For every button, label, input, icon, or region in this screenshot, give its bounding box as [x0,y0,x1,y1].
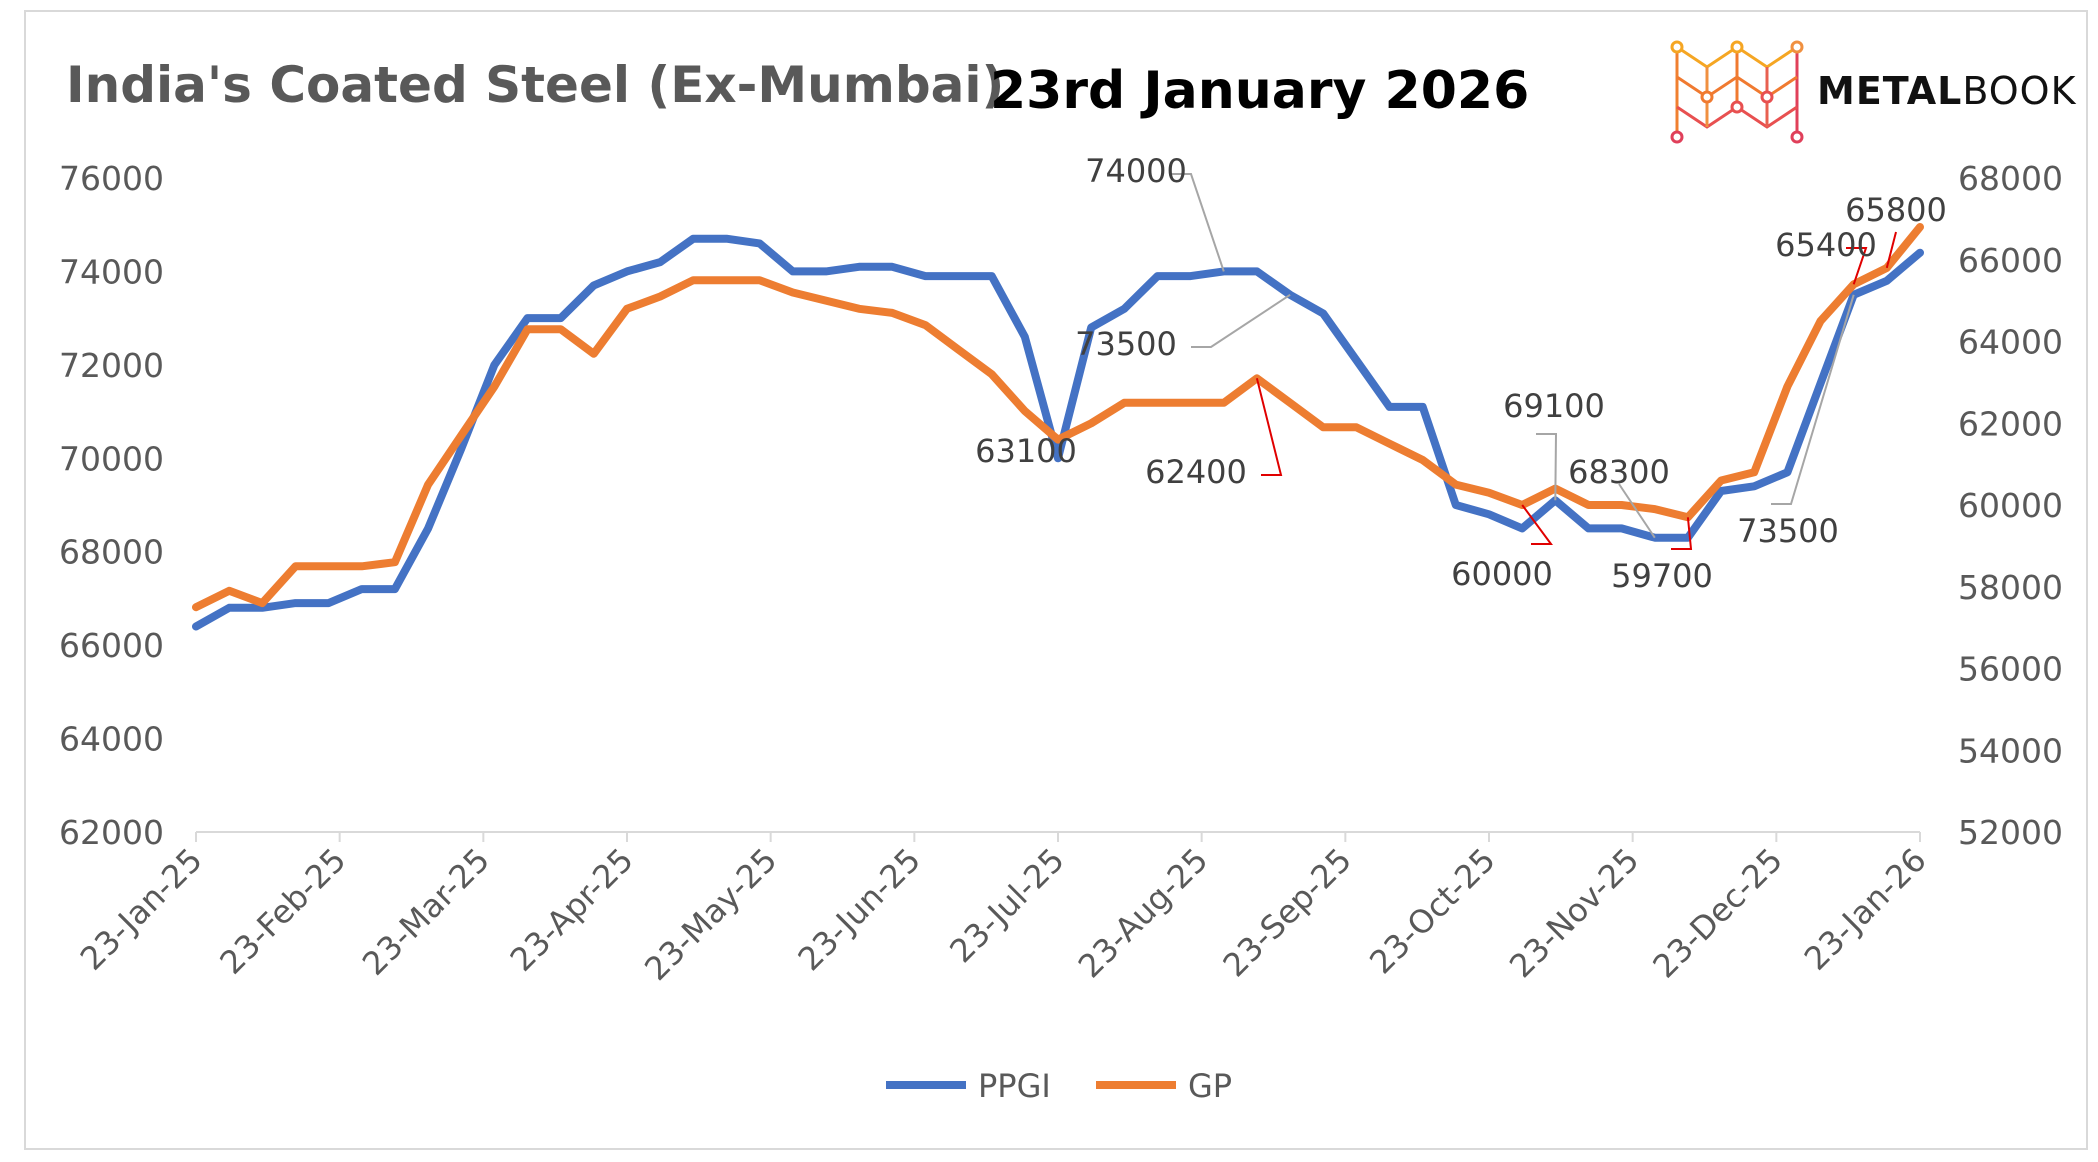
y-right-tick-label: 64000 [1958,323,2063,362]
y-axis-left: 62000 64000 66000 68000 70000 72000 74000 76000 [59,159,164,852]
data-label-ppgi: 74000 [1085,152,1187,190]
y-right-tick-label: 62000 [1958,404,2063,443]
callout-leader-ppgi [1618,483,1656,539]
chart-frame: India's Coated Steel (Ex-Mumbai) 23rd Ja… [24,10,2088,1150]
y-right-tick-label: 56000 [1958,650,2063,689]
series-lines [192,223,1924,631]
line-chart: India's Coated Steel (Ex-Mumbai) 23rd Ja… [59,40,2077,1105]
legend-label-gp: GP [1188,1067,1232,1105]
callout-leader-ppgi [1536,433,1558,501]
metalbook-logo: METALBOOK [1670,40,2077,144]
x-tick-label: 23-Sep-25 [1216,841,1359,984]
x-axis: 23-Jan-25 23-Feb-25 23-Mar-25 23-Apr-2523-M… [73,832,1934,988]
x-tick-label: 23-Aug-25 [1071,841,1215,985]
callout-leader-ppgi [1771,294,1855,505]
chart-date: 23rd January 2026 [990,61,1529,121]
svg-text:METALBOOK: METALBOOK [1817,69,2077,113]
callout-leader-gp [1846,247,1868,285]
callout-leader-ppgi [1171,173,1225,272]
y-right-tick-label: 58000 [1958,568,2063,607]
data-label-ppgi: 69100 [1503,387,1605,425]
y-left-tick-label: 62000 [59,813,164,852]
y-right-tick-label: 60000 [1958,486,2063,525]
y-right-tick-label: 54000 [1958,731,2063,770]
callout-leader-ppgi [1191,293,1291,348]
logo-mark-icon [1670,40,1804,144]
data-label-ppgi: 73500 [1737,512,1839,550]
x-tick-label: 23-Mar-25 [355,841,497,983]
callout-leader-gp [1671,517,1693,550]
y-axis-right: 52000 54000 56000 58000 60000 62000 64000 66000… [1958,159,2063,852]
logo-text-metal: METAL [1817,69,1962,113]
x-tick-label: 23-Apr-25 [503,841,641,979]
data-label-ppgi: 73500 [1075,325,1177,363]
callout-leader-gp [1885,231,1897,269]
chart-title: India's Coated Steel (Ex-Mumbai) [66,56,1004,114]
x-tick-label: 23-Jan-26 [1797,841,1934,978]
legend: PPGI GP [886,1067,1232,1105]
data-label-gp: 65400 [1775,226,1877,264]
data-label-callouts: 63100 74000 73500 69100 68300 73500 62400 60000… [975,152,1947,595]
x-tick-label: 23-Jul-25 [942,841,1071,970]
y-left-tick-label: 72000 [59,346,164,385]
y-left-tick-label: 70000 [59,439,164,478]
x-tick-label: 23-Jan-25 [73,841,210,978]
y-left-tick-label: 66000 [59,626,164,665]
data-label-gp: 65800 [1845,191,1947,229]
x-tick-label: 23-Nov-25 [1502,841,1646,985]
data-label-gp: 60000 [1451,555,1553,593]
y-left-tick-label: 64000 [59,720,164,759]
x-tick-label: 23-Feb-25 [212,841,353,982]
x-tick-label: 23-Jun-25 [791,841,928,978]
series-line-ppgi [192,234,1924,631]
logo-text-book: BOOK [1962,69,2076,113]
y-left-tick-label: 76000 [59,159,164,198]
y-left-tick-label: 74000 [59,252,164,291]
callout-leader-gp [1255,378,1283,476]
data-label-ppgi: 63100 [975,432,1077,470]
y-right-tick-label: 52000 [1958,813,2063,852]
series-line-gp [192,223,1924,612]
y-right-tick-label: 68000 [1958,159,2063,198]
y-left-tick-label: 68000 [59,533,164,572]
legend-label-ppgi: PPGI [978,1067,1051,1105]
data-label-gp: 62400 [1145,453,1247,491]
callout-leader-gp [1521,504,1553,545]
data-label-ppgi: 68300 [1568,453,1670,491]
y-right-tick-label: 66000 [1958,241,2063,280]
x-tick-label: 23-May-25 [637,841,784,988]
x-tick-label: 23-Dec-25 [1645,841,1790,986]
data-label-gp: 59700 [1611,557,1713,595]
x-tick-label: 23-Oct-25 [1362,841,1503,982]
